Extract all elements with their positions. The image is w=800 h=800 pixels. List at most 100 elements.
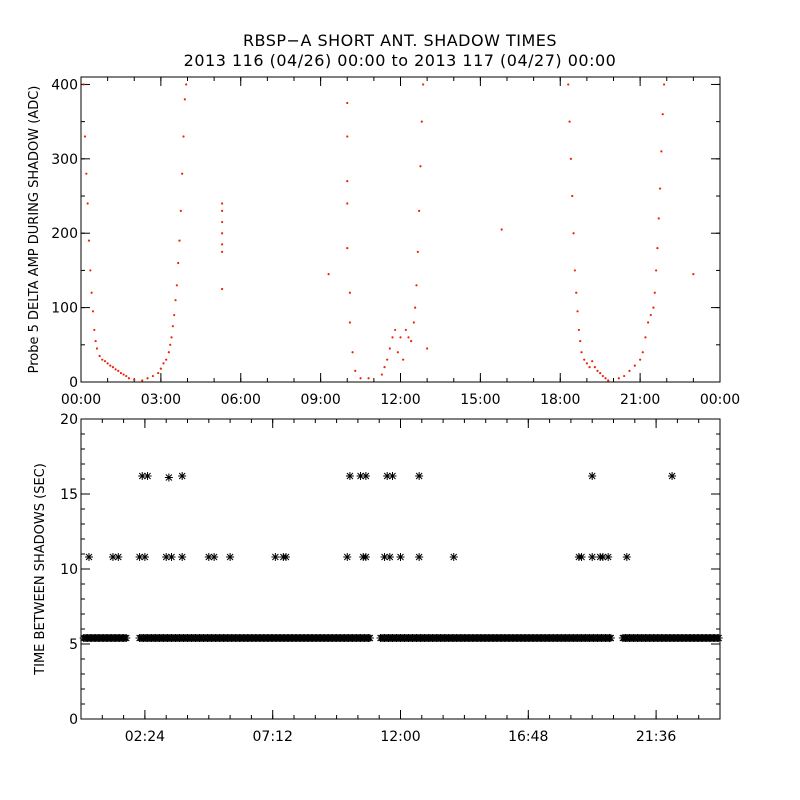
data-point	[170, 336, 173, 339]
data-point	[174, 299, 177, 302]
data-point	[416, 250, 419, 253]
y-axis-label: Probe 5 DELTA AMP DURING SHADOW (ADC)	[27, 86, 42, 374]
data-point	[420, 120, 423, 123]
plot-frame	[80, 418, 721, 720]
data-point	[415, 472, 424, 480]
data-point	[692, 273, 695, 276]
data-point	[89, 269, 92, 272]
data-point	[271, 553, 280, 561]
data-point	[655, 269, 658, 272]
data-point	[122, 373, 125, 376]
data-point	[135, 553, 144, 561]
data-point	[388, 347, 391, 350]
data-point	[221, 232, 224, 235]
data-point	[591, 360, 594, 363]
data-point	[94, 339, 97, 343]
data-point	[380, 553, 389, 561]
data-point	[661, 113, 664, 116]
data-point	[101, 358, 104, 361]
data-point	[177, 261, 180, 265]
data-point	[351, 351, 354, 354]
x-tick-label: 16:48	[508, 729, 548, 745]
data-point	[87, 239, 91, 242]
y-tick-label: 0	[69, 375, 78, 391]
data-point	[114, 553, 123, 561]
x-tick-label: 21:36	[636, 729, 676, 745]
data-point	[407, 336, 410, 339]
data-point	[567, 83, 570, 86]
data-point	[327, 273, 330, 276]
data-point	[359, 377, 362, 380]
x-tick-label: 12:00	[380, 392, 420, 408]
data-point	[348, 321, 352, 324]
data-point	[164, 473, 173, 482]
data-point	[361, 472, 370, 480]
x-tick-label: 09:00	[300, 392, 340, 408]
data-point	[178, 239, 181, 242]
data-point	[95, 347, 99, 350]
data-point	[576, 310, 579, 313]
data-point	[577, 328, 580, 332]
data-point	[649, 313, 652, 317]
y-tick-label: 300	[51, 152, 78, 168]
data-point	[607, 379, 610, 382]
y-axis-label: TIME BETWEEN SHADOWS (SEC)	[33, 463, 48, 676]
data-point	[171, 325, 174, 328]
data-point	[346, 202, 349, 205]
x-tick-label: 18:00	[540, 392, 580, 408]
data-point	[647, 321, 650, 324]
data-point	[568, 120, 571, 123]
x-tick-label: 00:00	[700, 392, 740, 408]
data-point	[580, 351, 583, 354]
data-point	[449, 553, 458, 561]
y-tick-label: 15	[60, 487, 78, 503]
x-tick-label: 06:00	[221, 392, 261, 408]
data-point	[579, 339, 582, 343]
data-point	[204, 553, 213, 561]
data-point	[109, 364, 112, 367]
data-point	[103, 360, 107, 363]
data-point	[226, 553, 235, 561]
data-point	[178, 553, 187, 561]
data-point	[122, 634, 131, 642]
data-point	[361, 553, 370, 561]
data-point	[622, 553, 631, 561]
data-point	[143, 472, 152, 480]
y-tick-label: 200	[51, 226, 78, 242]
data-point	[367, 377, 370, 380]
data-point	[657, 217, 660, 220]
data-point	[221, 220, 224, 224]
data-point	[593, 366, 596, 369]
data-point	[652, 306, 655, 309]
x-tick-label: 02:24	[125, 729, 165, 745]
data-point	[167, 553, 176, 561]
data-point	[388, 472, 397, 480]
data-point	[623, 374, 626, 378]
data-point	[365, 634, 374, 642]
data-point	[183, 98, 186, 101]
data-point	[82, 83, 85, 86]
data-point	[221, 287, 224, 291]
data-point	[356, 472, 365, 480]
data-point	[668, 472, 677, 480]
data-point	[596, 369, 599, 372]
data-point	[404, 328, 407, 332]
plot-frame	[80, 76, 721, 383]
data-point	[151, 374, 154, 378]
data-point	[644, 336, 647, 339]
data-point	[221, 209, 224, 213]
data-point	[179, 209, 182, 213]
data-point	[714, 634, 723, 642]
x-tick-label: 00:00	[61, 392, 101, 408]
data-point	[604, 377, 607, 380]
bottom-panel: 02:24 07:12 12:00 16:48 21:36 0 5 10 15 20 TIME BE…	[33, 412, 723, 745]
data-point	[127, 377, 131, 380]
x-tick-label: 12:00	[380, 729, 420, 745]
data-point	[345, 472, 354, 480]
data-point	[346, 246, 349, 250]
data-point	[399, 336, 402, 339]
data-point	[572, 232, 575, 235]
data-point	[419, 165, 422, 168]
